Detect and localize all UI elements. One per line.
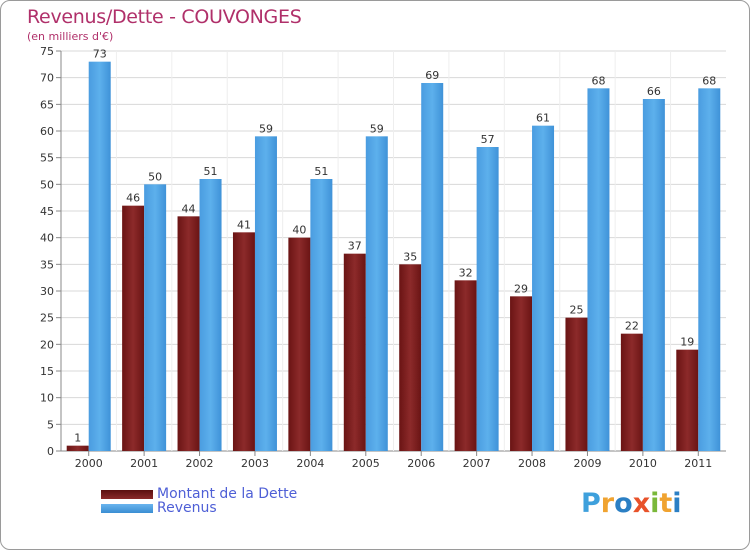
data-label-dette-2011: 19 bbox=[680, 336, 694, 349]
data-label-dette-2000: 1 bbox=[74, 432, 81, 445]
y-tick-label-60: 60 bbox=[40, 125, 54, 138]
legend-label-revenus: Revenus bbox=[157, 500, 217, 516]
y-tick-label-0: 0 bbox=[47, 445, 54, 458]
data-label-revenus-2007: 57 bbox=[481, 133, 495, 146]
bar-revenus-2010 bbox=[642, 99, 665, 451]
bar-dette-2007 bbox=[454, 280, 477, 451]
x-tick-label-2011: 2011 bbox=[684, 457, 712, 470]
y-tick-label-20: 20 bbox=[40, 338, 54, 351]
bar-dette-2001 bbox=[122, 205, 145, 451]
x-tick-label-2004: 2004 bbox=[296, 457, 324, 470]
x-tick-label-2006: 2006 bbox=[407, 457, 435, 470]
data-label-revenus-2011: 68 bbox=[702, 74, 716, 87]
bar-revenus-2009 bbox=[587, 88, 610, 451]
bar-dette-2003 bbox=[232, 232, 255, 451]
logo-letter-5: t bbox=[659, 488, 673, 519]
data-label-revenus-2002: 51 bbox=[204, 165, 218, 178]
data-label-dette-2002: 44 bbox=[182, 202, 196, 215]
legend-label-dette: Montant de la Dette bbox=[157, 486, 298, 502]
bar-dette-2010 bbox=[620, 333, 643, 451]
y-tick-label-55: 55 bbox=[40, 152, 54, 165]
bar-revenus-2007 bbox=[476, 147, 499, 451]
logo-letter-6: i bbox=[672, 488, 682, 519]
x-tick-label-2005: 2005 bbox=[352, 457, 380, 470]
data-label-dette-2003: 41 bbox=[237, 218, 251, 231]
data-label-dette-2007: 32 bbox=[459, 266, 473, 279]
bar-revenus-2002 bbox=[199, 179, 222, 451]
data-label-revenus-2010: 66 bbox=[647, 85, 661, 98]
y-tick-label-15: 15 bbox=[40, 365, 54, 378]
legend-item-revenus: Revenus bbox=[101, 501, 297, 515]
bar-revenus-2004 bbox=[310, 179, 333, 451]
bar-revenus-2003 bbox=[254, 136, 277, 452]
data-label-revenus-2006: 69 bbox=[425, 69, 439, 82]
bar-revenus-2008 bbox=[532, 125, 555, 452]
y-tick-label-75: 75 bbox=[40, 45, 54, 58]
logo-letter-4: i bbox=[650, 488, 660, 519]
y-tick-label-10: 10 bbox=[40, 392, 54, 405]
legend-item-dette: Montant de la Dette bbox=[101, 487, 297, 501]
bar-dette-2004 bbox=[288, 237, 311, 451]
legend: Montant de la Dette Revenus bbox=[101, 487, 297, 515]
x-tick-label-2010: 2010 bbox=[629, 457, 657, 470]
data-label-dette-2005: 37 bbox=[348, 240, 362, 253]
data-label-revenus-2008: 61 bbox=[536, 112, 550, 125]
y-tick-label-25: 25 bbox=[40, 312, 54, 325]
data-label-dette-2001: 46 bbox=[126, 192, 140, 205]
legend-swatch-revenus bbox=[101, 503, 153, 513]
data-label-dette-2010: 22 bbox=[625, 320, 639, 333]
data-label-dette-2004: 40 bbox=[292, 224, 306, 237]
bar-dette-2006 bbox=[399, 264, 422, 451]
logo-letter-3: x bbox=[632, 488, 651, 519]
x-tick-label-2003: 2003 bbox=[241, 457, 269, 470]
y-tick-label-70: 70 bbox=[40, 72, 54, 85]
data-label-dette-2008: 29 bbox=[514, 282, 528, 295]
bar-dette-2002 bbox=[177, 216, 200, 451]
y-tick-label-40: 40 bbox=[40, 232, 54, 245]
x-tick-label-2001: 2001 bbox=[130, 457, 158, 470]
data-label-revenus-2000: 73 bbox=[93, 48, 107, 61]
x-tick-label-2000: 2000 bbox=[75, 457, 103, 470]
y-tick-label-5: 5 bbox=[47, 418, 54, 431]
bar-dette-2011 bbox=[676, 349, 699, 451]
x-tick-label-2009: 2009 bbox=[573, 457, 601, 470]
bar-revenus-2000 bbox=[88, 61, 111, 452]
chart-subtitle: (en milliers d'€) bbox=[27, 30, 114, 43]
x-tick-label-2008: 2008 bbox=[518, 457, 546, 470]
legend-swatch-dette bbox=[101, 489, 153, 499]
y-tick-label-30: 30 bbox=[40, 285, 54, 298]
bar-revenus-2011 bbox=[698, 88, 721, 451]
data-label-dette-2009: 25 bbox=[569, 304, 583, 317]
bar-dette-2008 bbox=[510, 296, 533, 451]
y-tick-label-35: 35 bbox=[40, 258, 54, 271]
x-tick-label-2007: 2007 bbox=[463, 457, 491, 470]
data-label-revenus-2009: 68 bbox=[591, 74, 605, 87]
bar-revenus-2005 bbox=[365, 136, 388, 452]
bar-revenus-2006 bbox=[421, 83, 444, 451]
data-label-revenus-2003: 59 bbox=[259, 122, 273, 135]
logo-letter-1: r bbox=[600, 488, 615, 519]
x-tick-label-2002: 2002 bbox=[186, 457, 214, 470]
data-label-revenus-2001: 50 bbox=[148, 170, 162, 183]
logo-letter-2: o bbox=[614, 488, 633, 519]
logo-letter-0: P bbox=[581, 488, 601, 519]
data-label-revenus-2005: 59 bbox=[370, 122, 384, 135]
data-label-dette-2006: 35 bbox=[403, 250, 417, 263]
bar-dette-2005 bbox=[343, 253, 366, 451]
bar-dette-2009 bbox=[565, 317, 588, 451]
proxiti-logo: Proxiti bbox=[581, 488, 682, 519]
y-tick-label-50: 50 bbox=[40, 178, 54, 191]
chart-title: Revenus/Dette - COUVONGES bbox=[27, 6, 302, 28]
y-tick-label-65: 65 bbox=[40, 98, 54, 111]
data-label-revenus-2004: 51 bbox=[314, 165, 328, 178]
y-tick-label-45: 45 bbox=[40, 205, 54, 218]
bar-revenus-2001 bbox=[144, 184, 167, 452]
bar-dette-2000 bbox=[66, 445, 89, 451]
